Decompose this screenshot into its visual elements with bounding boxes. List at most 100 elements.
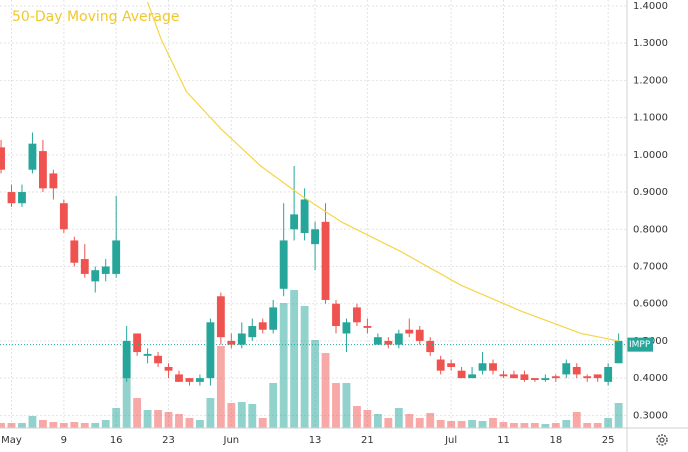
candle-body <box>436 359 445 371</box>
x-tick-label: 25 <box>602 435 615 446</box>
candle-body <box>572 366 581 375</box>
volume-bar <box>112 408 121 428</box>
volume-bar <box>196 420 204 428</box>
volume-bar <box>489 418 497 428</box>
volume-bar <box>237 402 246 428</box>
candle-body <box>332 303 340 327</box>
volume-bar <box>321 353 330 428</box>
volume-bar <box>164 412 173 428</box>
x-tick-label: 16 <box>110 435 123 446</box>
candle-body <box>175 374 183 382</box>
volume-bar <box>133 398 142 428</box>
volume-bar <box>332 383 340 428</box>
candle-body <box>7 192 16 204</box>
candle-body <box>373 337 382 345</box>
volume-bar <box>468 420 477 428</box>
candle-body <box>562 363 571 375</box>
y-tick-label: 1.0000 <box>633 150 668 161</box>
volume-bar <box>426 413 435 428</box>
candle-body <box>59 203 68 230</box>
volume-bar <box>91 423 100 428</box>
candle-body <box>269 307 278 330</box>
candle-body <box>91 270 100 282</box>
candle-body <box>38 151 47 189</box>
volume-bar <box>614 403 623 428</box>
candle-body <box>363 326 372 328</box>
volume-bar <box>258 418 267 428</box>
candle-body <box>248 326 257 338</box>
candle-body <box>101 266 110 274</box>
volume-bar <box>530 423 539 428</box>
candle-body <box>112 240 121 274</box>
volume-bar <box>384 418 393 428</box>
candle-body <box>510 374 518 379</box>
candle-body <box>28 143 37 170</box>
candle-body <box>457 370 466 379</box>
candle-body <box>499 374 508 377</box>
volume-bar <box>405 414 414 428</box>
x-tick-label: 9 <box>61 435 67 446</box>
candle-body <box>489 363 497 371</box>
candle-body <box>311 229 319 245</box>
volume-bar <box>604 418 613 428</box>
volume-bar <box>572 412 581 428</box>
volume-bar <box>185 418 194 428</box>
settings-icon[interactable] <box>656 434 668 446</box>
volume-bar <box>248 404 257 428</box>
volume-bar <box>279 303 288 428</box>
y-tick-label: 0.7000 <box>633 261 668 272</box>
x-tick-label: 11 <box>497 435 510 446</box>
y-tick-label: 1.4000 <box>633 1 668 12</box>
volume-bar <box>541 424 550 428</box>
volume-bar <box>49 422 58 428</box>
y-tick-label: 1.2000 <box>633 75 668 86</box>
x-tick-label: 18 <box>549 435 562 446</box>
volume-bar <box>342 383 351 428</box>
candle-body <box>353 307 361 323</box>
candle-body <box>321 221 330 300</box>
candle-body <box>279 240 288 289</box>
volume-bar <box>70 422 79 428</box>
y-tick-label: 0.4000 <box>633 373 668 384</box>
candle-body <box>196 378 204 382</box>
volume-bar <box>206 398 215 428</box>
candle-body <box>216 296 225 338</box>
candle-body <box>227 340 236 345</box>
candle-body <box>530 378 539 380</box>
candle-body <box>70 240 79 263</box>
volume-bar <box>457 421 466 428</box>
volume-bar <box>478 421 487 428</box>
candle-body <box>122 340 131 379</box>
volume-bar <box>18 423 26 428</box>
volume-bar <box>7 423 16 428</box>
symbol-label: IMPP <box>629 340 651 350</box>
volume-bar <box>300 306 309 428</box>
volume-bar <box>499 422 508 428</box>
candle-body <box>342 322 351 334</box>
candle-body <box>206 322 215 379</box>
y-tick-label: 0.6000 <box>633 299 668 310</box>
volume-bar <box>59 423 68 428</box>
symbol-tag <box>627 337 653 352</box>
x-tick-label: 23 <box>162 435 175 446</box>
candle-body <box>520 374 529 380</box>
x-tick-label: 13 <box>309 435 322 446</box>
candle-body <box>614 340 623 364</box>
candle-body <box>49 173 58 189</box>
volume-bar <box>28 416 37 428</box>
candle-body <box>426 340 435 353</box>
volume-bar <box>436 420 445 428</box>
candle-body <box>0 147 5 170</box>
candle-body <box>478 363 487 371</box>
candle-body <box>80 259 89 274</box>
candle-body <box>237 333 246 345</box>
volume-bar <box>0 423 5 428</box>
volume-bar <box>311 340 319 428</box>
volume-bar <box>520 423 529 428</box>
y-tick-label: 0.8000 <box>633 224 668 235</box>
volume-bar <box>122 356 131 428</box>
volume-bar <box>510 423 518 428</box>
volume-bar <box>415 418 424 428</box>
y-tick-label: 0.9000 <box>633 187 668 198</box>
